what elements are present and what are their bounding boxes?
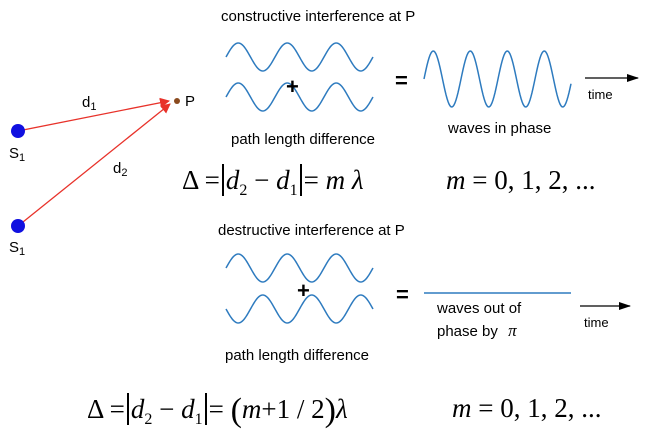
destructive-result-label-2: phase by π bbox=[437, 321, 517, 340]
pi-symbol: π bbox=[508, 321, 517, 340]
destructive-result-label-1: waves out of bbox=[437, 300, 522, 317]
ray-d1 bbox=[17, 97, 170, 132]
distance-d2-label: d2 bbox=[113, 160, 128, 179]
source-top-label: S1 bbox=[9, 145, 26, 164]
source-bottom-label: S1 bbox=[9, 239, 26, 258]
constructive-result-wave bbox=[423, 50, 572, 108]
constructive-wave-top bbox=[225, 42, 374, 72]
destructive-equals: = bbox=[396, 282, 409, 307]
constructive-equals: = bbox=[395, 68, 408, 93]
destructive-formula: Δ = d2 − d1 = (m+1 / 2)λ bbox=[87, 392, 348, 429]
point-p-label: P bbox=[185, 93, 196, 110]
destructive-path-label: path length difference bbox=[225, 347, 370, 364]
source-top-dot bbox=[11, 124, 25, 138]
ray-d2 bbox=[17, 103, 171, 227]
distance-d1-label: d1 bbox=[82, 94, 97, 113]
constructive-wave-bottom bbox=[225, 82, 374, 112]
destructive-m-values: m = 0, 1, 2, ... bbox=[452, 393, 602, 423]
constructive-plus: + bbox=[286, 74, 299, 99]
constructive-path-label: path length difference bbox=[231, 131, 376, 148]
source-bottom-dot bbox=[11, 219, 25, 233]
constructive-formula: Δ = d2 − d1 = m λ bbox=[182, 164, 364, 199]
destructive-heading: destructive interference at P bbox=[218, 222, 405, 239]
constructive-result-label: waves in phase bbox=[448, 120, 552, 137]
destructive-wave-top bbox=[225, 253, 374, 283]
destructive-time-label: time bbox=[584, 315, 609, 330]
constructive-m-values: m = 0, 1, 2, ... bbox=[446, 165, 596, 195]
point-p-dot bbox=[174, 98, 180, 104]
destructive-plus: + bbox=[297, 278, 310, 303]
constructive-time-label: time bbox=[588, 87, 613, 102]
constructive-heading: constructive interference at P bbox=[221, 8, 416, 25]
destructive-wave-bottom bbox=[225, 294, 374, 324]
